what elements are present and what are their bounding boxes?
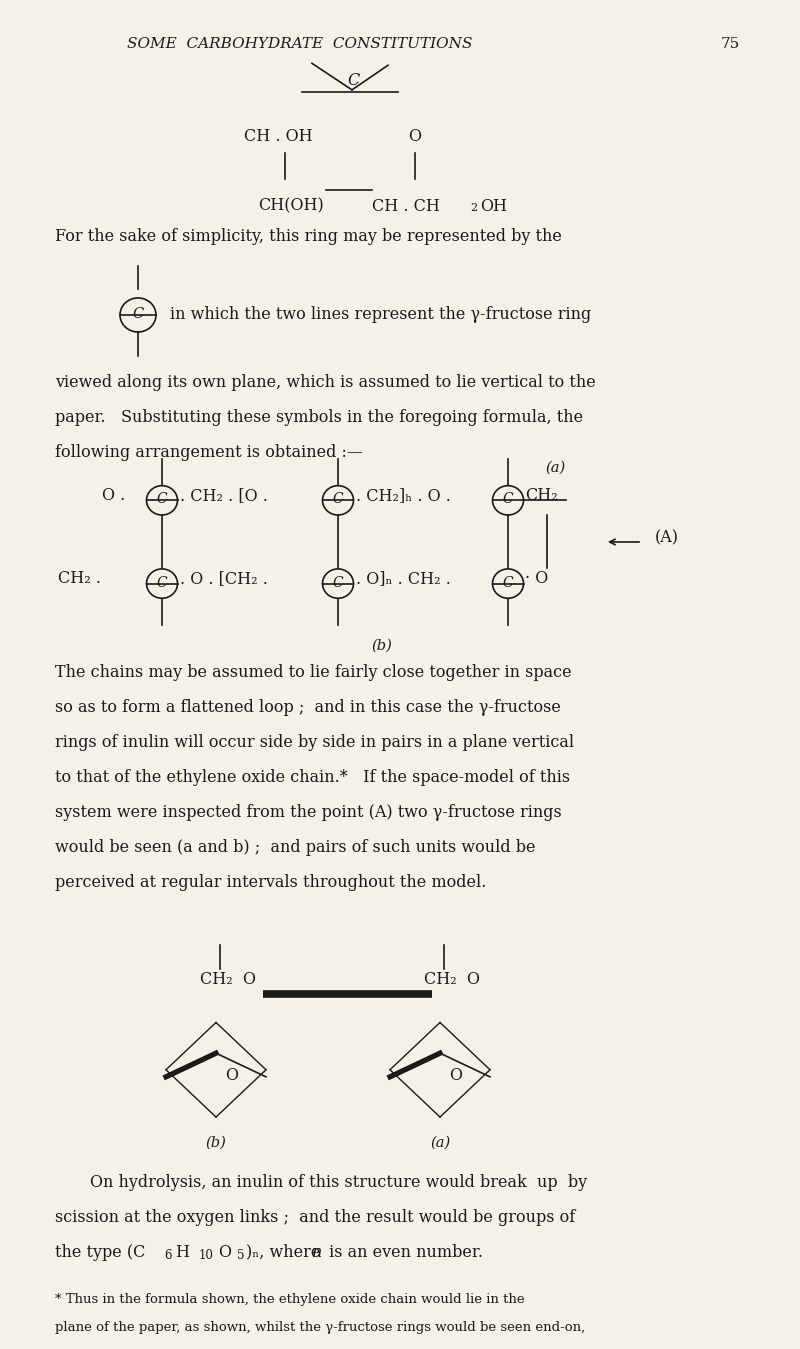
Text: C: C	[333, 492, 343, 506]
Text: n: n	[312, 1244, 322, 1261]
Text: is an even number.: is an even number.	[324, 1244, 483, 1261]
Text: 5: 5	[238, 1249, 245, 1261]
Text: in which the two lines represent the γ-fructose ring: in which the two lines represent the γ-f…	[170, 306, 591, 324]
Text: (a): (a)	[430, 1136, 450, 1149]
Text: )ₙ, where: )ₙ, where	[246, 1244, 326, 1261]
Text: CH₂  O: CH₂ O	[424, 971, 480, 989]
Text: CH . CH: CH . CH	[372, 198, 440, 214]
Text: O .: O .	[102, 487, 126, 505]
Text: perceived at regular intervals throughout the model.: perceived at regular intervals throughou…	[55, 874, 486, 890]
Text: (b): (b)	[206, 1136, 226, 1149]
Text: · O: · O	[525, 571, 548, 587]
Text: C: C	[132, 308, 144, 321]
Text: . CH₂]ₕ . O .: . CH₂]ₕ . O .	[356, 487, 451, 505]
Text: C: C	[502, 492, 514, 506]
Text: On hydrolysis, an inulin of this structure would break  up  by: On hydrolysis, an inulin of this structu…	[90, 1174, 587, 1191]
Text: (A): (A)	[655, 530, 679, 546]
Text: to that of the ethylene oxide chain.*   If the space-model of this: to that of the ethylene oxide chain.* If…	[55, 769, 570, 786]
Text: C: C	[502, 576, 514, 590]
Text: C: C	[348, 71, 360, 89]
Text: C: C	[157, 576, 167, 590]
Text: so as to form a flattened loop ;  and in this case the γ-fructose: so as to form a flattened loop ; and in …	[55, 699, 561, 716]
Text: C: C	[333, 576, 343, 590]
Text: H: H	[175, 1244, 190, 1261]
Text: CH₂ .: CH₂ .	[58, 571, 101, 587]
Text: 2: 2	[470, 204, 477, 213]
Text: scission at the oxygen links ;  and the result would be groups of: scission at the oxygen links ; and the r…	[55, 1209, 575, 1226]
Text: 75: 75	[720, 36, 740, 51]
Text: SOME  CARBOHYDRATE  CONSTITUTIONS: SOME CARBOHYDRATE CONSTITUTIONS	[127, 36, 473, 51]
Text: For the sake of simplicity, this ring may be represented by the: For the sake of simplicity, this ring ma…	[55, 228, 562, 246]
Text: The chains may be assumed to lie fairly close together in space: The chains may be assumed to lie fairly …	[55, 664, 572, 681]
Text: OH: OH	[480, 198, 507, 214]
Text: . O . [CH₂ .: . O . [CH₂ .	[180, 571, 268, 587]
Text: the type (C: the type (C	[55, 1244, 146, 1261]
Text: C: C	[157, 492, 167, 506]
Text: O: O	[226, 1067, 238, 1085]
Text: * Thus in the formula shown, the ethylene oxide chain would lie in the: * Thus in the formula shown, the ethylen…	[55, 1292, 525, 1306]
Text: plane of the paper, as shown, whilst the γ-fructose rings would be seen end-on,: plane of the paper, as shown, whilst the…	[55, 1321, 586, 1334]
Text: . O]ₙ . CH₂ .: . O]ₙ . CH₂ .	[356, 571, 451, 587]
Text: O: O	[450, 1067, 462, 1085]
Text: CH₂  O: CH₂ O	[200, 971, 256, 989]
Text: viewed along its own plane, which is assumed to lie vertical to the: viewed along its own plane, which is ass…	[55, 374, 596, 391]
Text: (a): (a)	[545, 460, 565, 475]
Text: . CH₂ . [O .: . CH₂ . [O .	[180, 487, 268, 505]
Text: CH₂: CH₂	[525, 487, 558, 505]
Text: O: O	[409, 128, 422, 144]
Text: CH . OH: CH . OH	[244, 128, 312, 144]
Text: system were inspected from the point (A) two γ-fructose rings: system were inspected from the point (A)…	[55, 804, 562, 822]
Text: 10: 10	[198, 1249, 214, 1261]
Text: paper.   Substituting these symbols in the foregoing formula, the: paper. Substituting these symbols in the…	[55, 409, 583, 425]
Text: O: O	[218, 1244, 231, 1261]
Text: rings of inulin will occur side by side in pairs in a plane vertical: rings of inulin will occur side by side …	[55, 734, 574, 751]
Text: CH(OH): CH(OH)	[258, 198, 324, 214]
Text: would be seen (a and b) ;  and pairs of such units would be: would be seen (a and b) ; and pairs of s…	[55, 839, 535, 857]
Text: 6: 6	[165, 1249, 172, 1261]
Text: following arrangement is obtained :—: following arrangement is obtained :—	[55, 444, 363, 460]
Text: (b): (b)	[371, 638, 393, 653]
